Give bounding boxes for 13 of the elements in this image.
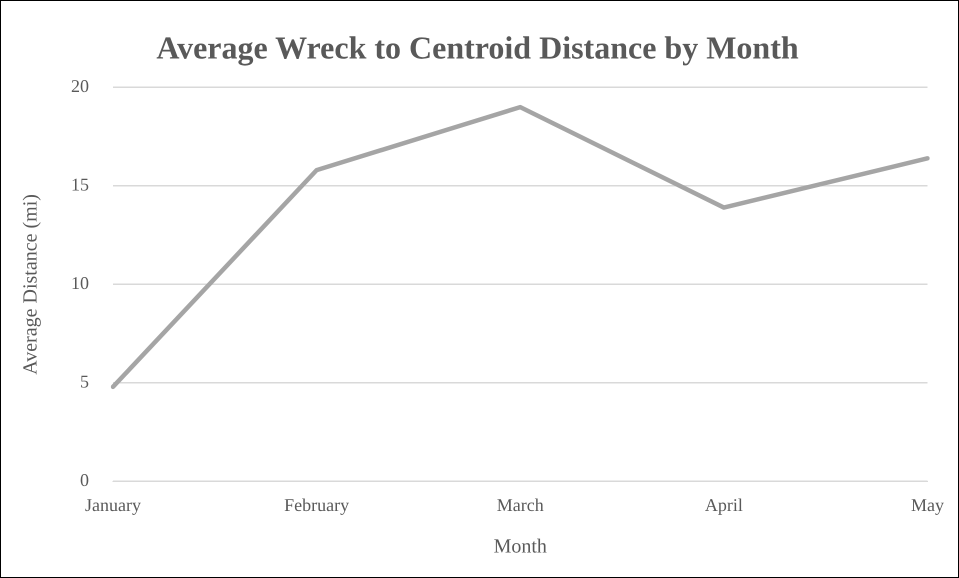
- x-axis-title: Month: [494, 535, 547, 558]
- x-tick-label: April: [704, 494, 743, 515]
- y-tick-label: 0: [80, 470, 89, 490]
- y-axis-title: Average Distance (mi): [19, 194, 42, 375]
- x-tick-label: February: [284, 494, 350, 515]
- x-tick-label: March: [496, 494, 544, 515]
- x-tick-label: May: [911, 494, 944, 515]
- y-tick-label: 10: [71, 273, 89, 294]
- x-tick-label: January: [85, 494, 141, 515]
- y-tick-label: 15: [71, 174, 89, 195]
- y-tick-label: 20: [71, 76, 89, 96]
- y-tick-label: 5: [80, 372, 89, 392]
- chart-title: Average Wreck to Centroid Distance by Month: [156, 29, 799, 66]
